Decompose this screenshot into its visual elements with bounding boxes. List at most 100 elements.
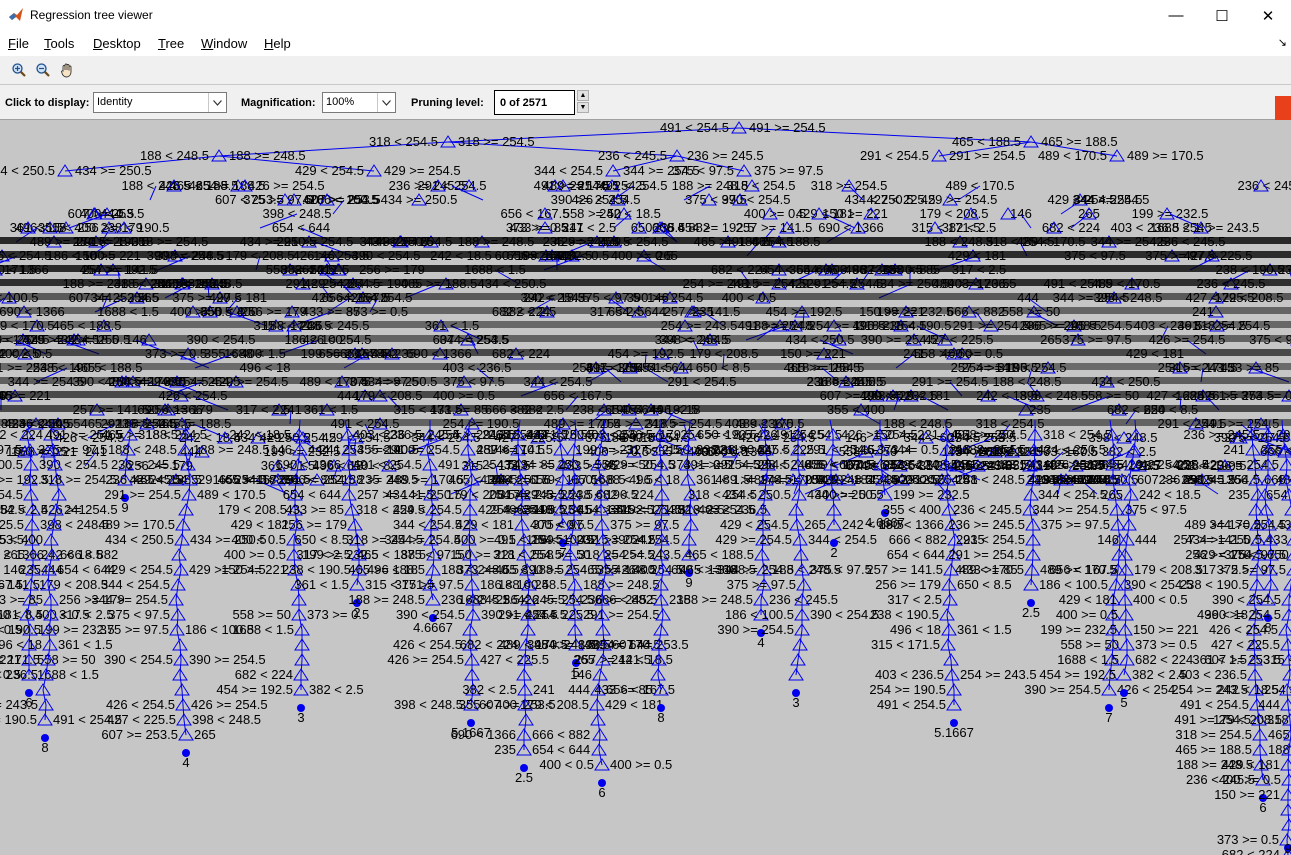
split-node[interactable] bbox=[366, 164, 382, 177]
split-node[interactable] bbox=[1117, 623, 1133, 636]
split-node[interactable] bbox=[516, 743, 532, 756]
close-button[interactable]: ✕ bbox=[1245, 0, 1291, 31]
split-node[interactable] bbox=[173, 563, 189, 576]
split-node[interactable] bbox=[796, 578, 812, 591]
split-node[interactable] bbox=[422, 428, 438, 441]
maximize-button[interactable]: ☐ bbox=[1199, 0, 1245, 31]
split-node[interactable] bbox=[1101, 683, 1117, 696]
split-node[interactable] bbox=[1022, 503, 1038, 516]
split-node[interactable] bbox=[1126, 443, 1142, 456]
split-node[interactable] bbox=[1000, 207, 1016, 220]
split-node[interactable] bbox=[1280, 803, 1291, 816]
split-node[interactable] bbox=[1131, 459, 1147, 472]
split-node[interactable] bbox=[1040, 361, 1056, 374]
split-node[interactable] bbox=[1277, 445, 1291, 458]
split-node[interactable] bbox=[180, 458, 196, 471]
split-node[interactable] bbox=[567, 473, 583, 486]
split-node[interactable] bbox=[553, 443, 569, 456]
split-node[interactable] bbox=[565, 458, 581, 471]
split-node[interactable] bbox=[319, 193, 335, 206]
split-node[interactable] bbox=[537, 221, 553, 234]
split-node[interactable] bbox=[1128, 428, 1144, 441]
split-node[interactable] bbox=[51, 488, 67, 501]
leaf-node[interactable] bbox=[41, 734, 49, 742]
split-node[interactable] bbox=[566, 518, 582, 531]
split-node[interactable] bbox=[944, 668, 960, 681]
split-node[interactable] bbox=[551, 428, 567, 441]
split-node[interactable] bbox=[622, 361, 638, 374]
split-node[interactable] bbox=[1284, 504, 1291, 516]
split-node[interactable] bbox=[287, 563, 303, 576]
split-node[interactable] bbox=[653, 548, 669, 561]
split-node[interactable] bbox=[1209, 319, 1225, 332]
split-node[interactable] bbox=[792, 638, 808, 651]
split-node[interactable] bbox=[732, 193, 748, 206]
split-node[interactable] bbox=[631, 305, 647, 318]
split-node[interactable] bbox=[850, 221, 866, 234]
split-node[interactable] bbox=[35, 683, 51, 696]
split-node[interactable] bbox=[590, 713, 606, 726]
split-node[interactable] bbox=[21, 668, 37, 681]
split-node[interactable] bbox=[422, 458, 438, 471]
split-node[interactable] bbox=[42, 221, 58, 234]
split-node[interactable] bbox=[1248, 473, 1264, 486]
split-node[interactable] bbox=[1245, 443, 1261, 456]
split-node[interactable] bbox=[1232, 431, 1248, 444]
split-node[interactable] bbox=[872, 428, 888, 441]
split-node[interactable] bbox=[655, 608, 671, 621]
split-node[interactable] bbox=[170, 578, 186, 591]
split-node[interactable] bbox=[23, 488, 39, 501]
split-node[interactable] bbox=[341, 488, 357, 501]
split-node[interactable] bbox=[514, 518, 530, 531]
split-node[interactable] bbox=[516, 548, 532, 561]
split-node[interactable] bbox=[1280, 788, 1291, 801]
menu-help[interactable]: Help bbox=[264, 36, 291, 51]
split-node[interactable] bbox=[1110, 518, 1126, 531]
split-node[interactable] bbox=[178, 503, 194, 516]
split-node[interactable] bbox=[1248, 361, 1264, 374]
leaf-node[interactable] bbox=[1027, 599, 1035, 607]
split-node[interactable] bbox=[596, 548, 612, 561]
split-node[interactable] bbox=[48, 503, 64, 516]
split-node[interactable] bbox=[974, 445, 990, 458]
split-node[interactable] bbox=[1280, 698, 1291, 711]
split-node[interactable] bbox=[177, 443, 193, 456]
minimize-button[interactable]: — bbox=[1153, 0, 1199, 31]
split-node[interactable] bbox=[425, 563, 441, 576]
split-node[interactable] bbox=[520, 623, 536, 636]
split-node[interactable] bbox=[592, 668, 608, 681]
split-node[interactable] bbox=[40, 578, 56, 591]
split-node[interactable] bbox=[174, 533, 190, 546]
leaf-node[interactable] bbox=[598, 779, 606, 787]
split-node[interactable] bbox=[1081, 207, 1097, 220]
split-node[interactable] bbox=[1172, 361, 1188, 374]
split-node[interactable] bbox=[291, 608, 307, 621]
split-node[interactable] bbox=[465, 608, 481, 621]
menu-file[interactable]: File bbox=[8, 36, 29, 51]
split-node[interactable] bbox=[669, 149, 685, 162]
split-node[interactable] bbox=[983, 319, 999, 332]
split-node[interactable] bbox=[270, 459, 286, 472]
split-node[interactable] bbox=[43, 608, 59, 621]
split-node[interactable] bbox=[518, 713, 534, 726]
split-node[interactable] bbox=[1104, 653, 1120, 666]
split-node[interactable] bbox=[787, 319, 803, 332]
split-node[interactable] bbox=[961, 305, 977, 318]
split-node[interactable] bbox=[1159, 207, 1175, 220]
leaf-node[interactable] bbox=[1120, 689, 1128, 697]
split-node[interactable] bbox=[942, 193, 958, 206]
split-node[interactable] bbox=[673, 361, 689, 374]
split-node[interactable] bbox=[987, 445, 1003, 458]
split-node[interactable] bbox=[681, 548, 697, 561]
split-node[interactable] bbox=[1109, 149, 1125, 162]
pan-button[interactable] bbox=[56, 59, 78, 81]
dock-arrow-icon[interactable]: ↘ bbox=[1277, 37, 1287, 49]
pruning-down-button[interactable]: ▼ bbox=[577, 102, 589, 113]
menu-tools[interactable]: Tools bbox=[44, 36, 75, 51]
split-node[interactable] bbox=[1194, 473, 1210, 486]
split-node[interactable] bbox=[568, 638, 584, 651]
split-node[interactable] bbox=[181, 488, 197, 501]
split-node[interactable] bbox=[947, 533, 963, 546]
split-node[interactable] bbox=[1248, 608, 1264, 621]
